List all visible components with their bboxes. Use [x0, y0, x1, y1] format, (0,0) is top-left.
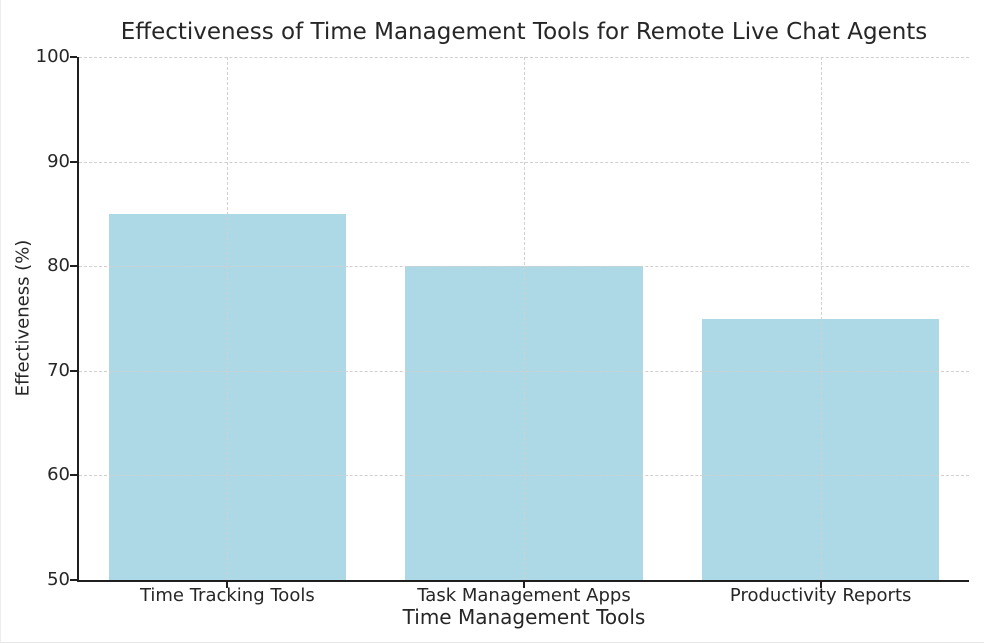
y-tick-mark — [70, 160, 77, 163]
plot-area: 50 60 70 80 90 100 Time Tracking Tools Task Man… — [36, 46, 969, 606]
bar-task-management-apps — [405, 266, 643, 580]
bar-time-tracking-tools — [108, 213, 346, 580]
y-tick-label: 80 — [47, 255, 70, 277]
y-tick-mark — [70, 474, 77, 477]
y-tick-mark — [70, 579, 77, 581]
x-tick-label: Productivity Reports — [729, 585, 912, 606]
y-tick-label: 70 — [47, 359, 70, 381]
x-gridline — [524, 57, 525, 580]
x-tick-mark — [226, 582, 229, 588]
y-tick-mark — [70, 265, 77, 268]
y-tick-label: 50 — [47, 569, 70, 591]
chart-title: Effectiveness of Time Management Tools f… — [120, 19, 928, 45]
x-tick-mark — [523, 582, 525, 588]
x-tick-label: Task Management Apps — [417, 585, 631, 606]
x-tick-mark — [819, 582, 822, 588]
y-tick-label: 60 — [47, 464, 70, 486]
y-axis-title: Effectiveness (%) — [12, 239, 34, 397]
y-tick-label: 90 — [47, 150, 70, 172]
y-tick-mark — [70, 56, 77, 58]
y-tick-label: 100 — [35, 46, 70, 68]
x-axis-spine — [77, 580, 969, 582]
x-axis-title: Time Management Tools — [402, 605, 646, 629]
y-tick-mark — [70, 369, 77, 372]
x-gridline — [227, 57, 229, 580]
x-tick-label: Time Tracking Tools — [139, 585, 315, 606]
x-gridline — [820, 57, 822, 580]
y-axis-spine — [77, 57, 79, 582]
